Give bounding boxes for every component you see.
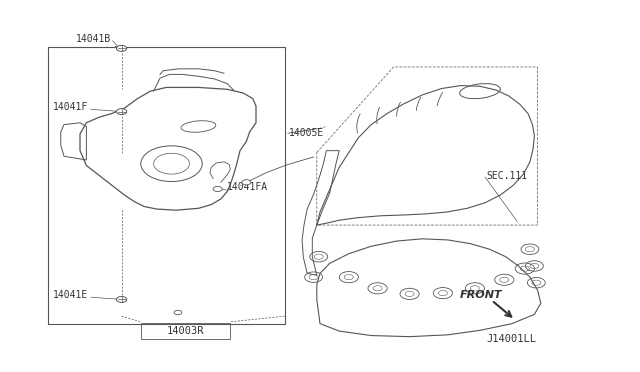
Text: 14041FA: 14041FA — [227, 182, 268, 192]
Circle shape — [213, 186, 222, 192]
Circle shape — [174, 310, 182, 315]
Text: 14005E: 14005E — [289, 128, 324, 138]
Circle shape — [116, 109, 127, 115]
Circle shape — [242, 180, 251, 185]
Circle shape — [116, 45, 127, 51]
Text: SEC.111: SEC.111 — [486, 170, 527, 180]
Circle shape — [116, 296, 127, 302]
Text: 14041F: 14041F — [52, 102, 88, 112]
Text: 14041E: 14041E — [52, 289, 88, 299]
Text: 14003R: 14003R — [167, 326, 204, 336]
Text: 14041B: 14041B — [76, 33, 111, 44]
Text: FRONT: FRONT — [460, 289, 502, 299]
Text: J14001LL: J14001LL — [486, 334, 536, 344]
